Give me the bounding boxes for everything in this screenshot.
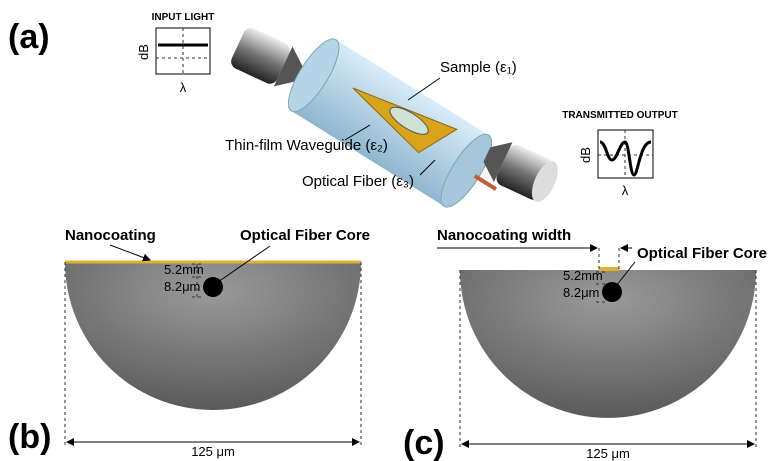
y-label: dB — [136, 44, 151, 60]
nanocoating-label: Nanocoating width — [437, 227, 571, 244]
depth-label: 5.2mm — [563, 268, 603, 283]
diameter-label: 125 μm — [586, 446, 630, 461]
pointer — [110, 245, 150, 260]
x-label: λ — [622, 183, 629, 198]
nanocoating-label: Nanocoating — [65, 227, 156, 244]
input-title: INPUT LIGHT — [152, 12, 215, 23]
sample-label: Sample (ε₁) — [440, 59, 517, 76]
panel-label: (b) — [8, 418, 51, 456]
diameter-label: 125 μm — [191, 444, 235, 459]
waveguide-label: Thin-film Waveguide (ε₂) — [225, 137, 388, 154]
panel-label: (c) — [403, 424, 445, 461]
core-size-label: 8.2μm — [164, 279, 200, 294]
dimension — [599, 248, 619, 270]
core-label: Optical Fiber Core — [637, 245, 767, 262]
output-title: TRANSMITTED OUTPUT — [562, 110, 678, 121]
x-label: λ — [180, 80, 187, 95]
fiber-core — [602, 282, 622, 302]
figure: (a) INPUT LIGHT dB λ Sample (ε₁) Thin-fi… — [0, 0, 783, 461]
fiber-core — [203, 277, 223, 297]
fiber-label: Optical Fiber (ε₃) — [302, 173, 414, 190]
core-size-label: 8.2μm — [563, 285, 599, 300]
panel-label: (a) — [8, 18, 50, 56]
core-label: Optical Fiber Core — [240, 227, 370, 244]
depth-label: 5.2mm — [164, 262, 204, 277]
y-label: dB — [578, 147, 593, 163]
